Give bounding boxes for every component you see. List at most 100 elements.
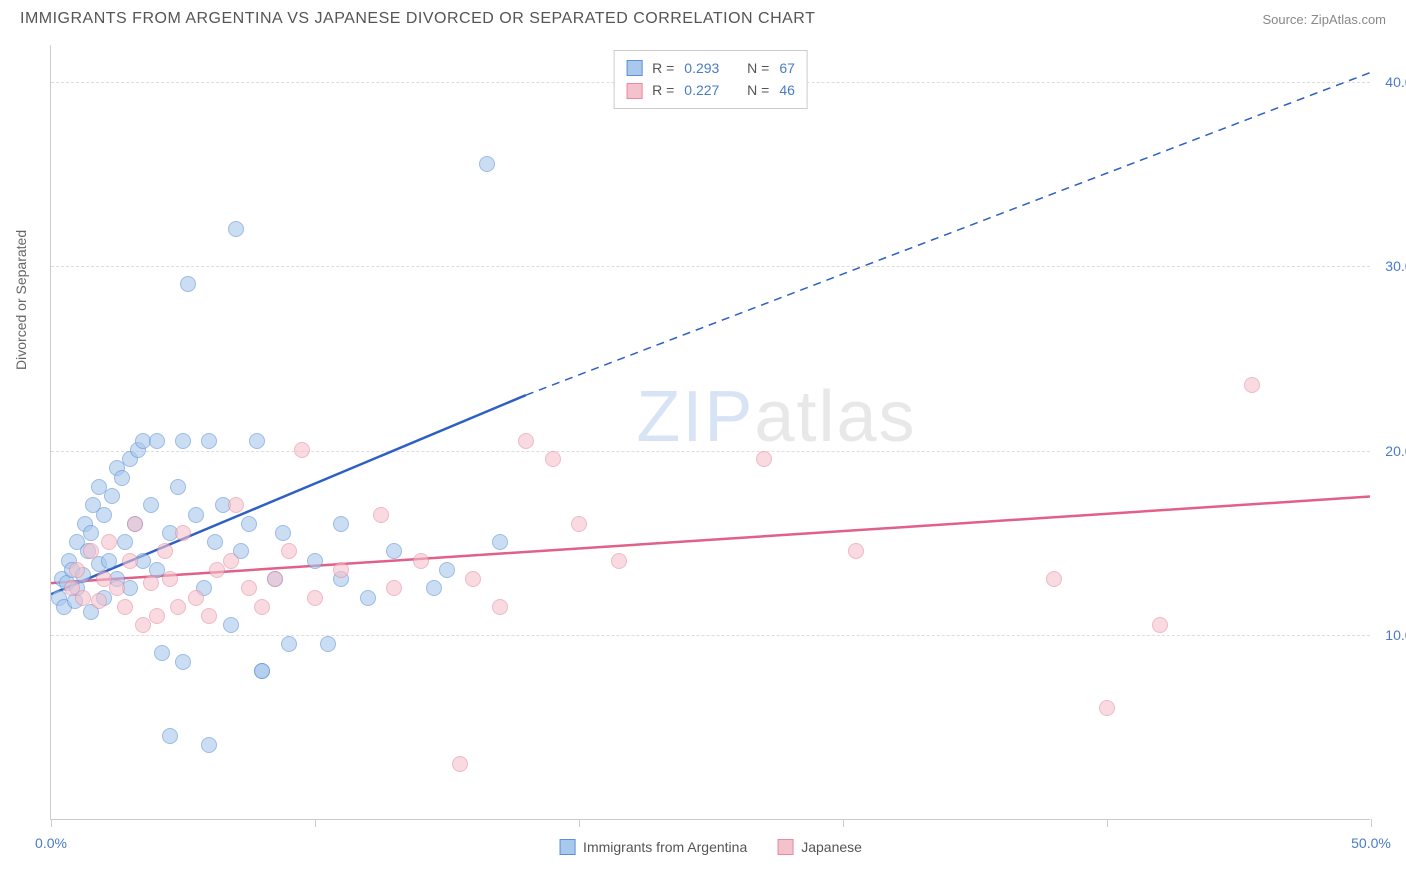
data-point [96,507,112,523]
data-point [109,580,125,596]
y-tick-label: 30.0% [1385,258,1406,274]
data-point [479,156,495,172]
data-point [83,543,99,559]
scatter-chart: Divorced or Separated ZIPatlas 10.0%20.0… [50,45,1370,820]
r-label: R = [652,79,674,101]
legend-item: Japanese [777,839,862,855]
series-swatch [626,60,642,76]
data-point [333,562,349,578]
data-point [492,599,508,615]
data-point [492,534,508,550]
data-point [104,488,120,504]
legend-item: Immigrants from Argentina [559,839,747,855]
data-point [83,525,99,541]
legend-label: Immigrants from Argentina [583,839,747,855]
r-label: R = [652,57,674,79]
y-tick-label: 40.0% [1385,74,1406,90]
data-point [1046,571,1062,587]
gridline [51,266,1370,267]
data-point [228,497,244,513]
y-tick-label: 10.0% [1385,627,1406,643]
x-tick [579,819,580,827]
x-tick [1371,819,1372,827]
data-point [223,553,239,569]
x-tick [843,819,844,827]
legend-swatch [559,839,575,855]
data-point [162,728,178,744]
data-point [201,608,217,624]
data-point [571,516,587,532]
data-point [117,599,133,615]
data-point [333,516,349,532]
data-point [188,507,204,523]
data-point [122,553,138,569]
n-value: 67 [779,57,795,79]
data-point [518,433,534,449]
data-point [241,516,257,532]
legend-label: Japanese [801,839,862,855]
data-point [228,221,244,237]
data-point [175,525,191,541]
x-tick [315,819,316,827]
data-point [1152,617,1168,633]
data-point [201,737,217,753]
data-point [180,276,196,292]
data-point [320,636,336,652]
data-point [611,553,627,569]
data-point [294,442,310,458]
data-point [281,543,297,559]
y-axis-label: Divorced or Separated [13,230,29,370]
watermark: ZIPatlas [636,376,916,458]
data-point [162,571,178,587]
data-point [545,451,561,467]
gridline [51,635,1370,636]
data-point [170,599,186,615]
x-tick [1107,819,1108,827]
data-point [254,599,270,615]
data-point [1099,700,1115,716]
data-point [848,543,864,559]
r-value: 0.293 [684,57,719,79]
gridline [51,451,1370,452]
data-point [241,580,257,596]
stat-row: R =0.227 N =46 [626,79,795,101]
data-point [101,553,117,569]
data-point [373,507,389,523]
legend-swatch [777,839,793,855]
data-point [360,590,376,606]
n-value: 46 [779,79,795,101]
data-point [756,451,772,467]
data-point [267,571,283,587]
data-point [386,580,402,596]
stat-row: R = 0.293 N = 67 [626,57,795,79]
data-point [149,433,165,449]
data-point [170,479,186,495]
data-point [307,590,323,606]
data-point [157,543,173,559]
x-tick-label: 50.0% [1351,835,1391,851]
data-point [175,654,191,670]
data-point [465,571,481,587]
data-point [275,525,291,541]
data-point [188,590,204,606]
data-point [207,534,223,550]
trend-lines [51,45,1370,819]
data-point [69,562,85,578]
data-point [127,516,143,532]
correlation-stats-box: R = 0.293 N = 67R =0.227 N =46 [613,50,808,109]
data-point [149,608,165,624]
y-tick-label: 20.0% [1385,443,1406,459]
data-point [452,756,468,772]
data-point [75,590,91,606]
source-attribution: Source: ZipAtlas.com [1262,12,1386,27]
n-label: N = [747,57,769,79]
data-point [281,636,297,652]
data-point [307,553,323,569]
data-point [223,617,239,633]
data-point [117,534,133,550]
data-point [143,497,159,513]
data-point [1244,377,1260,393]
data-point [201,433,217,449]
x-tick [51,819,52,827]
data-point [254,663,270,679]
